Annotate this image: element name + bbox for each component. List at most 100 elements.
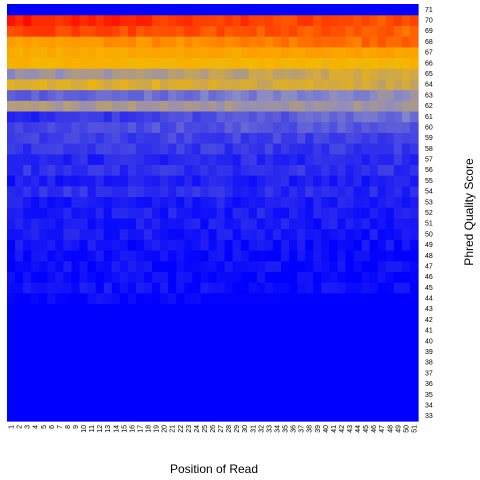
heatmap-cell [385,36,395,48]
heatmap-cell [353,410,363,422]
heatmap-cell [361,100,371,112]
heatmap-cell [15,100,24,112]
heatmap-cell [409,239,419,251]
heatmap-cell [184,271,193,283]
heatmap-cell [103,324,113,337]
heatmap-cell [353,324,363,337]
heatmap-cell [79,217,89,230]
heatmap-cell [95,196,105,208]
heatmap-cell [321,388,330,401]
heatmap-cell [289,207,298,219]
heatmap-cell [31,110,40,123]
heatmap-cell [409,356,419,369]
heatmap-cell [329,260,339,272]
heatmap-cell [345,378,355,390]
heatmap-cell [289,36,298,48]
heatmap-cell [119,25,129,37]
heatmap-cell [401,292,411,304]
heatmap-cell [232,143,242,155]
heatmap-cell [345,367,355,379]
heatmap-cell [127,57,137,69]
heatmap-cell [216,196,226,208]
heatmap-cell [272,292,282,304]
heatmap-cell [160,378,169,390]
y-tick-label: 67 [425,50,433,57]
heatmap-cell [305,388,314,401]
heatmap-cell [321,346,330,358]
heatmap-cell [87,57,97,69]
heatmap-cell [248,110,258,123]
heatmap-cell [264,78,274,91]
heatmap-cell [176,207,185,219]
heatmap-cell [7,175,16,187]
heatmap-cell [127,239,137,251]
heatmap-cell [289,378,298,390]
heatmap-cell [7,410,16,422]
heatmap-cell [119,185,129,198]
heatmap-cell [393,410,403,422]
heatmap-cell [63,185,73,198]
heatmap-cell [31,260,40,272]
heatmap-cell [200,46,210,59]
heatmap-cell [200,25,210,37]
heatmap-cell [337,335,347,347]
heatmap-cell [127,68,137,80]
heatmap-cell [55,4,65,16]
heatmap-cell [409,271,419,283]
heatmap-cell [353,89,363,101]
heatmap-cell [71,175,81,187]
heatmap-cell [103,14,113,26]
heatmap-cell [240,217,250,230]
heatmap-cell [377,100,387,112]
heatmap-cell [272,110,282,123]
heatmap-cell [353,14,363,26]
heatmap-cell [7,367,16,379]
heatmap-cell [184,68,193,80]
heatmap-cell [393,217,403,230]
heatmap-cell [224,68,234,80]
heatmap-cell [79,46,89,59]
heatmap-cell [208,25,218,37]
heatmap-cell [281,410,290,422]
heatmap-cell [321,217,330,230]
heatmap-cell [200,282,210,294]
heatmap-cell [248,89,258,101]
heatmap-cell [160,356,169,369]
heatmap-cell [39,410,48,422]
heatmap-cell [184,356,193,369]
heatmap-cell [297,367,306,379]
heatmap-cell [321,100,330,112]
heatmap-cell [63,239,73,251]
heatmap-cell [31,78,40,91]
heatmap-cell [264,89,274,101]
heatmap-cell [39,314,48,326]
heatmap-cell [361,68,371,80]
heatmap-cell [337,175,347,187]
heatmap-cell [7,143,16,155]
heatmap-cell [385,410,395,422]
heatmap-cell [144,110,153,123]
heatmap-cell [95,249,105,262]
y-tick-label: 71 [425,7,433,14]
heatmap-cell [47,36,56,48]
heatmap-cell [232,153,242,165]
heatmap-cell [377,324,387,337]
heatmap-cell [168,4,177,16]
heatmap-cell [192,121,202,133]
heatmap-cell [297,249,306,262]
heatmap-cell [248,217,258,230]
heatmap-cell [240,78,250,91]
heatmap-cell [272,143,282,155]
heatmap-cell [224,228,234,240]
heatmap-cell [184,239,193,251]
heatmap-cell [95,282,105,294]
heatmap-cell [385,356,395,369]
heatmap-cell [208,324,218,337]
heatmap-cell [264,335,274,347]
heatmap-cell [361,271,371,283]
heatmap-cell [256,314,266,326]
heatmap-cell [297,100,306,112]
heatmap-cell [168,175,177,187]
heatmap-cell [176,25,185,37]
heatmap-cell [248,143,258,155]
